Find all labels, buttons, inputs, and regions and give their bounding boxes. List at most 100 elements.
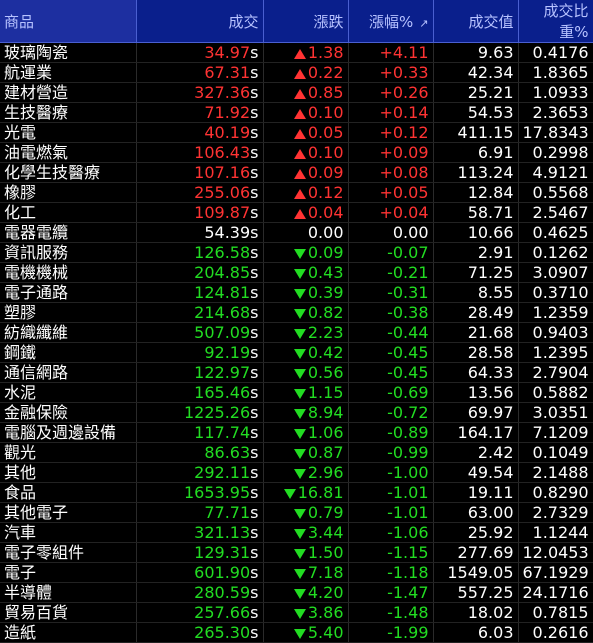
cell-change-value: 8.94: [307, 403, 344, 422]
table-row[interactable]: 化學生技醫療 107.16s 0.09 +0.08 113.24 4.9121: [0, 162, 593, 183]
cell-weight: 0.9403: [518, 322, 593, 343]
cell-pct-value: -1.01: [387, 503, 429, 522]
price-suffix: s: [250, 603, 259, 622]
cell-weight: 0.1262: [518, 242, 593, 263]
table-row[interactable]: 化工 109.87s 0.04 +0.04 58.71 2.5467: [0, 202, 593, 223]
cell-change-value: 0.04: [307, 203, 344, 222]
table-row[interactable]: 航運業 67.31s 0.22 +0.33 42.34 1.8365: [0, 62, 593, 83]
cell-price: 1225.26s: [136, 402, 264, 423]
cell-change-value: 5.40: [307, 623, 344, 642]
cell-weight: 0.1049: [518, 442, 593, 463]
cell-change: 0.12: [263, 182, 349, 203]
cell-name-value: 電子: [4, 563, 37, 582]
cell-weight-value: 3.0351: [532, 403, 589, 422]
cell-weight: 4.9121: [518, 162, 593, 183]
cell-name: 建材營造: [0, 82, 137, 103]
table-row[interactable]: 電機機械 204.85s 0.43 -0.21 71.25 3.0907: [0, 262, 593, 283]
table-row[interactable]: 汽車 321.13s 3.44 -1.06 25.92 1.1244: [0, 522, 593, 543]
table-row[interactable]: 觀光 86.63s 0.87 -0.99 2.42 0.1049: [0, 442, 593, 463]
cell-pct-value: +0.08: [379, 163, 429, 182]
price-suffix: s: [250, 483, 259, 502]
table-row[interactable]: 玻璃陶瓷 34.97s 1.38 +4.11 9.63 0.4176: [0, 42, 593, 63]
triangle-up-icon: [293, 148, 306, 159]
column-header-name[interactable]: 商品: [0, 0, 137, 43]
cell-pct: -0.45: [348, 342, 434, 363]
cell-change: 1.50: [263, 542, 349, 563]
cell-amount-value: 2.42: [477, 443, 514, 462]
triangle-down-icon: [293, 528, 306, 539]
cell-weight: 0.3710: [518, 282, 593, 303]
table-row[interactable]: 金融保險 1225.26s 8.94 -0.72 69.97 3.0351: [0, 402, 593, 423]
cell-amount: 9.63: [433, 42, 519, 63]
cell-price-value: 40.19: [204, 123, 251, 142]
table-row[interactable]: 建材營造 327.36s 0.85 +0.26 25.21 1.0933: [0, 82, 593, 103]
table-row[interactable]: 電子 601.90s 7.18 -1.18 1549.05 67.1929: [0, 562, 593, 583]
table-row[interactable]: 食品 1653.95s 16.81 -1.01 19.11 0.8290: [0, 482, 593, 503]
cell-pct-value: -0.21: [387, 263, 429, 282]
table-row[interactable]: 生技醫療 71.92s 0.10 +0.14 54.53 2.3653: [0, 102, 593, 123]
cell-weight: 0.5882: [518, 382, 593, 403]
table-row[interactable]: 半導體 280.59s 4.20 -1.47 557.25 24.1716: [0, 582, 593, 603]
cell-amount-value: 12.84: [467, 183, 514, 202]
cell-change-value: 2.96: [307, 463, 344, 482]
cell-pct: +0.09: [348, 142, 434, 163]
table-row[interactable]: 造紙 265.30s 5.40 -1.99 6.03 0.2616: [0, 622, 593, 643]
cell-pct-value: -1.01: [387, 483, 429, 502]
cell-name-value: 資訊服務: [4, 243, 69, 262]
cell-price: 117.74s: [136, 422, 264, 443]
triangle-down-icon: [293, 508, 306, 519]
table-row[interactable]: 電腦及週邊設備 117.74s 1.06 -0.89 164.17 7.1209: [0, 422, 593, 443]
cell-amount: 54.53: [433, 102, 519, 123]
table-row[interactable]: 塑膠 214.68s 0.82 -0.38 28.49 1.2359: [0, 302, 593, 323]
cell-pct-value: 0.00: [392, 223, 429, 242]
cell-weight-value: 2.7329: [532, 503, 589, 522]
column-header-amount[interactable]: 成交值: [433, 0, 519, 43]
table-row[interactable]: 油電燃氣 106.43s 0.10 +0.09 6.91 0.2998: [0, 142, 593, 163]
table-row[interactable]: 資訊服務 126.58s 0.09 -0.07 2.91 0.1262: [0, 242, 593, 263]
triangle-up-icon: [293, 88, 306, 99]
cell-amount-value: 18.02: [467, 603, 514, 622]
cell-name: 鋼鐵: [0, 342, 137, 363]
table-row[interactable]: 電器電纜 54.39s 0.00 0.00 10.66 0.4625: [0, 222, 593, 243]
cell-name: 食品: [0, 482, 137, 503]
table-row[interactable]: 橡膠 255.06s 0.12 +0.05 12.84 0.5568: [0, 182, 593, 203]
cell-name-value: 食品: [4, 483, 37, 502]
price-suffix: s: [250, 623, 259, 642]
cell-name-value: 金融保險: [4, 403, 69, 422]
cell-name: 化學生技醫療: [0, 162, 137, 183]
cell-amount: 25.21: [433, 82, 519, 103]
cell-name-value: 光電: [4, 123, 37, 142]
column-header-change[interactable]: 漲跌: [263, 0, 349, 43]
cell-name-value: 化學生技醫療: [4, 163, 101, 182]
table-row[interactable]: 鋼鐵 92.19s 0.42 -0.45 28.58 1.2395: [0, 342, 593, 363]
column-header-price[interactable]: 成交: [136, 0, 264, 43]
price-suffix: s: [250, 63, 259, 82]
triangle-down-icon: [293, 348, 306, 359]
table-row[interactable]: 貿易百貨 257.66s 3.86 -1.48 18.02 0.7815: [0, 602, 593, 623]
cell-change-value: 0.43: [307, 263, 344, 282]
table-row[interactable]: 紡織纖維 507.09s 2.23 -0.44 21.68 0.9403: [0, 322, 593, 343]
triangle-down-icon: [293, 428, 306, 439]
table-row[interactable]: 通信網路 122.97s 0.56 -0.45 64.33 2.7904: [0, 362, 593, 383]
table-row[interactable]: 電子零組件 129.31s 1.50 -1.15 277.69 12.0453: [0, 542, 593, 563]
price-suffix: s: [250, 423, 259, 442]
cell-name: 電機機械: [0, 262, 137, 283]
cell-change: 0.56: [263, 362, 349, 383]
table-row[interactable]: 光電 40.19s 0.05 +0.12 411.15 17.8343: [0, 122, 593, 143]
cell-amount: 6.03: [433, 622, 519, 643]
cell-weight-value: 2.5467: [532, 203, 589, 222]
cell-change-value: 0.09: [307, 163, 344, 182]
table-row[interactable]: 其他電子 77.71s 0.79 -1.01 63.00 2.7329: [0, 502, 593, 523]
table-row[interactable]: 其他 292.11s 2.96 -1.00 49.54 2.1488: [0, 462, 593, 483]
cell-change-value: 3.86: [307, 603, 344, 622]
table-row[interactable]: 電子通路 124.81s 0.39 -0.31 8.55 0.3710: [0, 282, 593, 303]
cell-price: 257.66s: [136, 602, 264, 623]
cell-name-value: 觀光: [4, 443, 37, 462]
cell-name: 造紙: [0, 622, 137, 643]
table-row[interactable]: 水泥 165.46s 1.15 -0.69 13.56 0.5882: [0, 382, 593, 403]
cell-price-value: 34.97: [204, 43, 251, 62]
column-header-weight[interactable]: 成交比重%: [518, 0, 593, 43]
column-header-pct[interactable]: 漲幅% ↗: [348, 0, 434, 43]
cell-change-value: 2.23: [307, 323, 344, 342]
